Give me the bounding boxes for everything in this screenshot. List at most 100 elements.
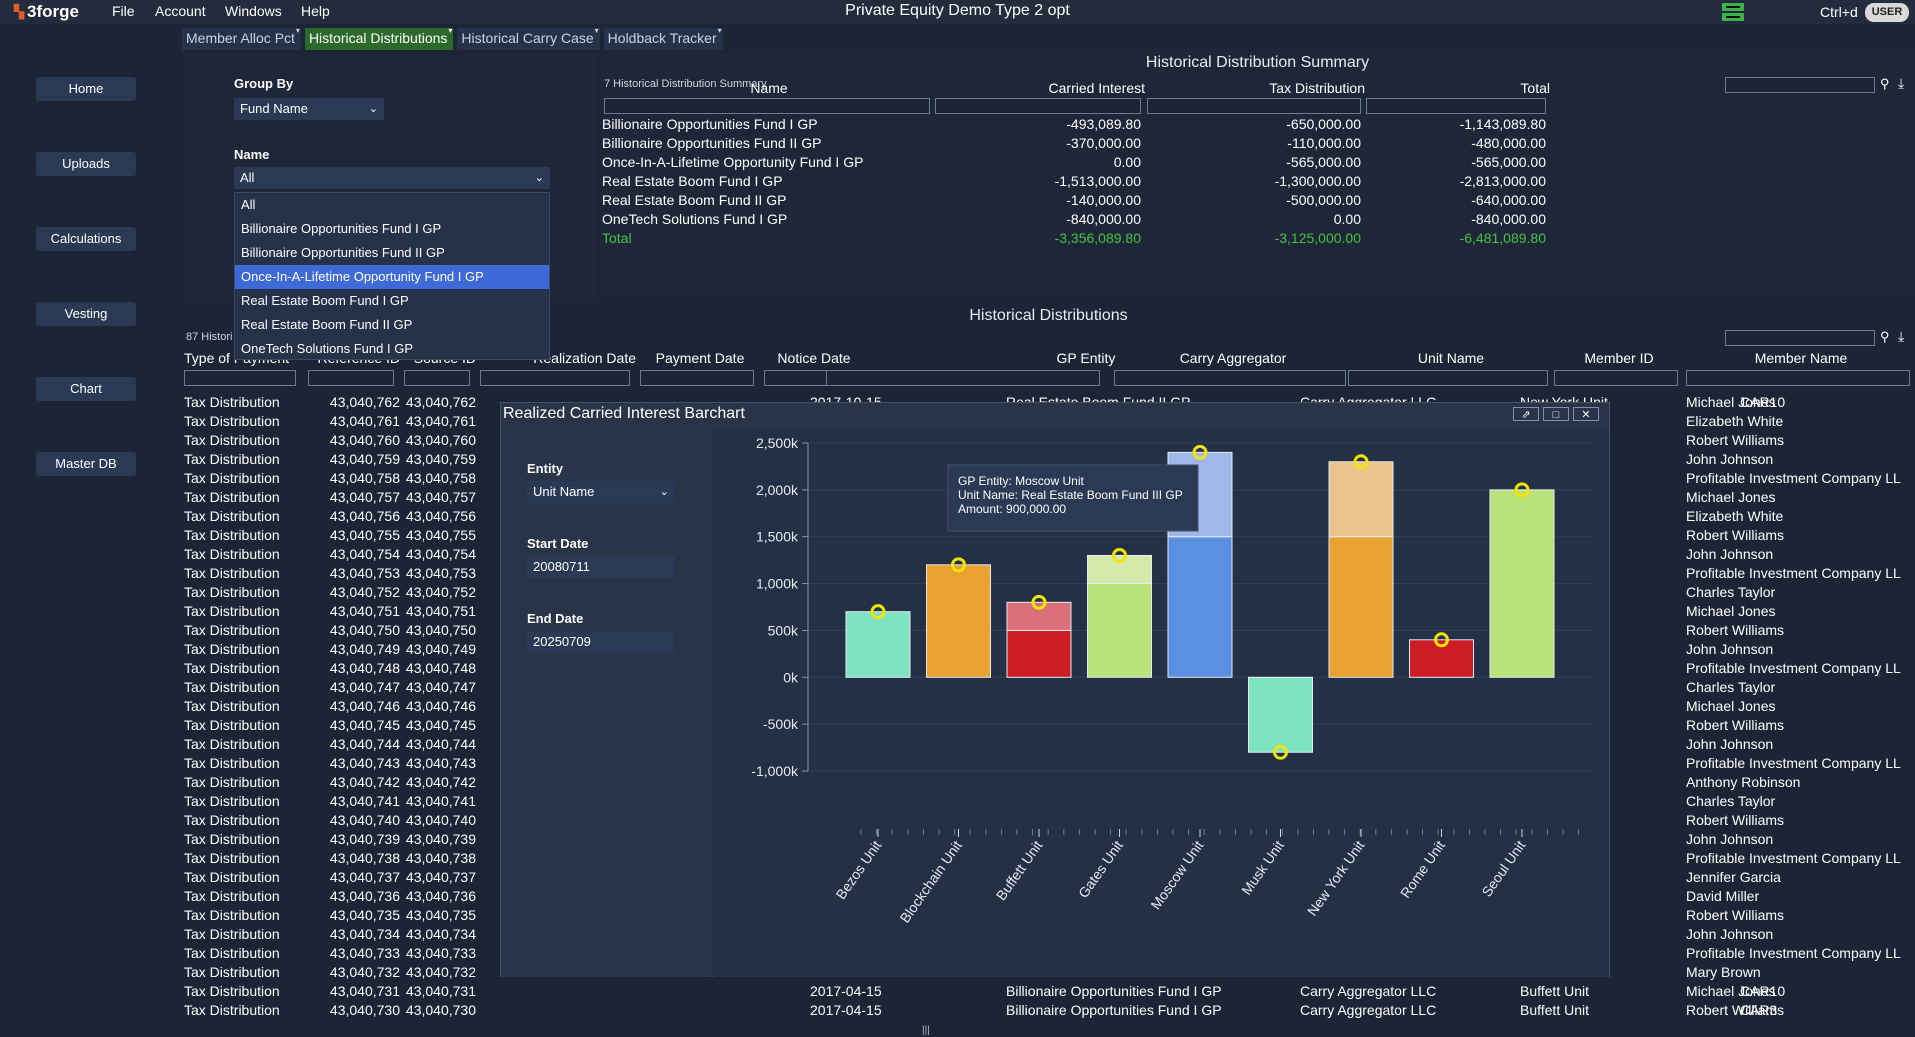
bar-marker[interactable] <box>870 604 886 620</box>
distributions-filter-input[interactable] <box>308 370 394 386</box>
bar-segment[interactable] <box>1489 489 1555 678</box>
distributions-col-header[interactable]: GP Entity <box>1056 350 1116 366</box>
bar-segment[interactable] <box>926 564 991 678</box>
bar-segment[interactable] <box>1006 601 1072 631</box>
app-logo[interactable]: ▚ 3forge <box>14 2 79 22</box>
distributions-col-header[interactable]: Notice Date <box>777 350 851 366</box>
distributions-filter-input[interactable] <box>1348 370 1548 386</box>
sidebar-item-home[interactable]: Home <box>36 77 136 101</box>
y-tick-label: 0k <box>783 669 799 685</box>
group-by-select[interactable]: Fund Name ⌄ <box>234 98 384 120</box>
distributions-col-header[interactable]: Carry Aggregator <box>1179 350 1287 366</box>
summary-filter-input[interactable] <box>1147 98 1361 114</box>
distributions-col-header[interactable]: Unit Name <box>1417 350 1485 366</box>
dropdown-option[interactable]: Billionaire Opportunities Fund II GP <box>241 245 445 260</box>
historical-distribution-summary-panel: Historical Distribution Summary 7 Histor… <box>600 52 1915 297</box>
summary-search-input[interactable] <box>1725 77 1875 93</box>
tab-holdback-tracker[interactable]: Holdback Tracker ▾ <box>603 26 723 50</box>
menu-windows[interactable]: Windows <box>225 3 282 19</box>
distributions-filter-input[interactable] <box>826 370 1100 386</box>
summary-col-header[interactable]: Name <box>750 80 788 96</box>
distributions-filter-input[interactable] <box>184 370 296 386</box>
bar-marker[interactable] <box>1434 632 1449 648</box>
distributions-cell: 43,040,734 <box>405 926 476 942</box>
summary-col-header[interactable]: Tax Distribution <box>1269 80 1365 96</box>
dropdown-option[interactable]: Real Estate Boom Fund I GP <box>241 293 409 308</box>
distributions-filter-input[interactable] <box>404 370 470 386</box>
bar-marker[interactable] <box>1112 547 1127 563</box>
bar-segment[interactable] <box>1087 554 1152 585</box>
dropdown-option[interactable]: Once-In-A-Lifetime Opportunity Fund I GP <box>235 265 549 289</box>
bar-marker[interactable] <box>1031 594 1047 610</box>
maximize-icon[interactable]: □ <box>1543 407 1569 421</box>
summary-col-header[interactable]: Carried Interest <box>1048 80 1145 96</box>
tab-historical-distributions[interactable]: Historical Distributions ▾ <box>304 26 454 50</box>
summary-filter-input[interactable] <box>1366 98 1546 114</box>
distributions-filter-input[interactable] <box>1114 370 1346 386</box>
dropdown-option[interactable]: All <box>241 197 256 212</box>
distributions-col-header[interactable]: Member ID <box>1584 350 1654 366</box>
chart-controls: Entity Unit Name ⌄ Start Date 20080711 En… <box>501 429 711 977</box>
distributions-search-input[interactable] <box>1725 330 1875 346</box>
dropdown-option[interactable]: Billionaire Opportunities Fund I GP <box>241 221 442 236</box>
summary-cell: -2,813,000.00 <box>1459 173 1546 189</box>
dropdown-option[interactable]: Real Estate Boom Fund II GP <box>241 317 413 332</box>
distributions-col-header[interactable]: Member Name <box>1754 350 1848 366</box>
sidebar-item-master-db[interactable]: Master DB <box>36 452 136 476</box>
distributions-cell: 2017-04-15 <box>810 1002 882 1018</box>
menu-account[interactable]: Account <box>155 3 206 19</box>
download-icon[interactable]: ⤓ <box>1898 328 1905 344</box>
distributions-filter-input[interactable] <box>1686 370 1910 386</box>
bar-marker[interactable] <box>951 557 966 573</box>
end-date-input[interactable]: 20250709 <box>527 631 675 653</box>
distributions-cell: 43,040,744 <box>329 736 400 752</box>
bar-segment[interactable] <box>1248 676 1313 753</box>
entity-select[interactable]: Unit Name ⌄ <box>527 481 675 503</box>
bar-segment[interactable] <box>845 611 911 678</box>
tab-historical-carry-case[interactable]: Historical Carry Case ▾ <box>457 26 600 50</box>
bar-segment[interactable] <box>1087 583 1152 678</box>
name-select[interactable]: All ⌄ <box>234 167 550 189</box>
distributions-filter-input[interactable] <box>1554 370 1678 386</box>
bar-marker[interactable] <box>1273 744 1288 760</box>
dropdown-option[interactable]: OneTech Solutions Fund I GP <box>241 341 413 356</box>
summary-filter-input[interactable] <box>604 98 930 114</box>
network-icon[interactable] <box>1720 1 1746 23</box>
menu-help[interactable]: Help <box>301 3 330 19</box>
user-badge[interactable]: USER <box>1865 3 1909 22</box>
bar-segment[interactable] <box>1167 536 1233 678</box>
y-tick-label: 500k <box>768 622 799 638</box>
distributions-cell: 43,040,740 <box>329 812 400 828</box>
bar-segment[interactable] <box>1328 536 1394 678</box>
bar-marker[interactable] <box>1514 482 1530 498</box>
distributions-cell: 43,040,747 <box>329 679 400 695</box>
distributions-col-header[interactable]: Realization Date <box>533 350 636 366</box>
bar-segment[interactable] <box>1328 461 1394 538</box>
summary-filter-input[interactable] <box>935 98 1141 114</box>
bar-segment[interactable] <box>1006 629 1072 678</box>
distributions-filter-input[interactable] <box>640 370 754 386</box>
horizontal-scrollbar[interactable]: ||| <box>182 1025 1915 1037</box>
tab-bar: Member Alloc Pct ▾ Historical Distributio… <box>182 26 727 50</box>
search-icon[interactable]: ⚲ <box>1880 76 1890 91</box>
distributions-filter-input[interactable] <box>480 370 630 386</box>
distributions-col-header[interactable]: Payment Date <box>655 350 745 366</box>
summary-col-header[interactable]: Total <box>1520 80 1550 96</box>
tab-member-alloc-pct[interactable]: Member Alloc Pct ▾ <box>182 26 301 50</box>
distributions-cell: Tax Distribution <box>184 869 280 885</box>
sidebar-item-vesting[interactable]: Vesting <box>36 302 136 326</box>
bar-marker[interactable] <box>1353 454 1369 470</box>
sidebar-item-calculations[interactable]: Calculations <box>36 227 136 251</box>
popout-icon[interactable]: ⇗ <box>1513 407 1539 421</box>
close-icon[interactable]: ✕ <box>1573 407 1599 421</box>
distributions-cell: John Johnson <box>1686 546 1774 562</box>
download-icon[interactable]: ⤓ <box>1898 75 1905 91</box>
menu-file[interactable]: File <box>112 3 135 19</box>
distributions-cell: Tax Distribution <box>184 470 280 486</box>
sidebar-item-uploads[interactable]: Uploads <box>36 152 136 176</box>
bar-marker[interactable] <box>1192 444 1208 460</box>
search-icon[interactable]: ⚲ <box>1880 329 1890 344</box>
start-date-input[interactable]: 20080711 <box>527 556 675 578</box>
sidebar-item-chart[interactable]: Chart <box>36 377 136 401</box>
